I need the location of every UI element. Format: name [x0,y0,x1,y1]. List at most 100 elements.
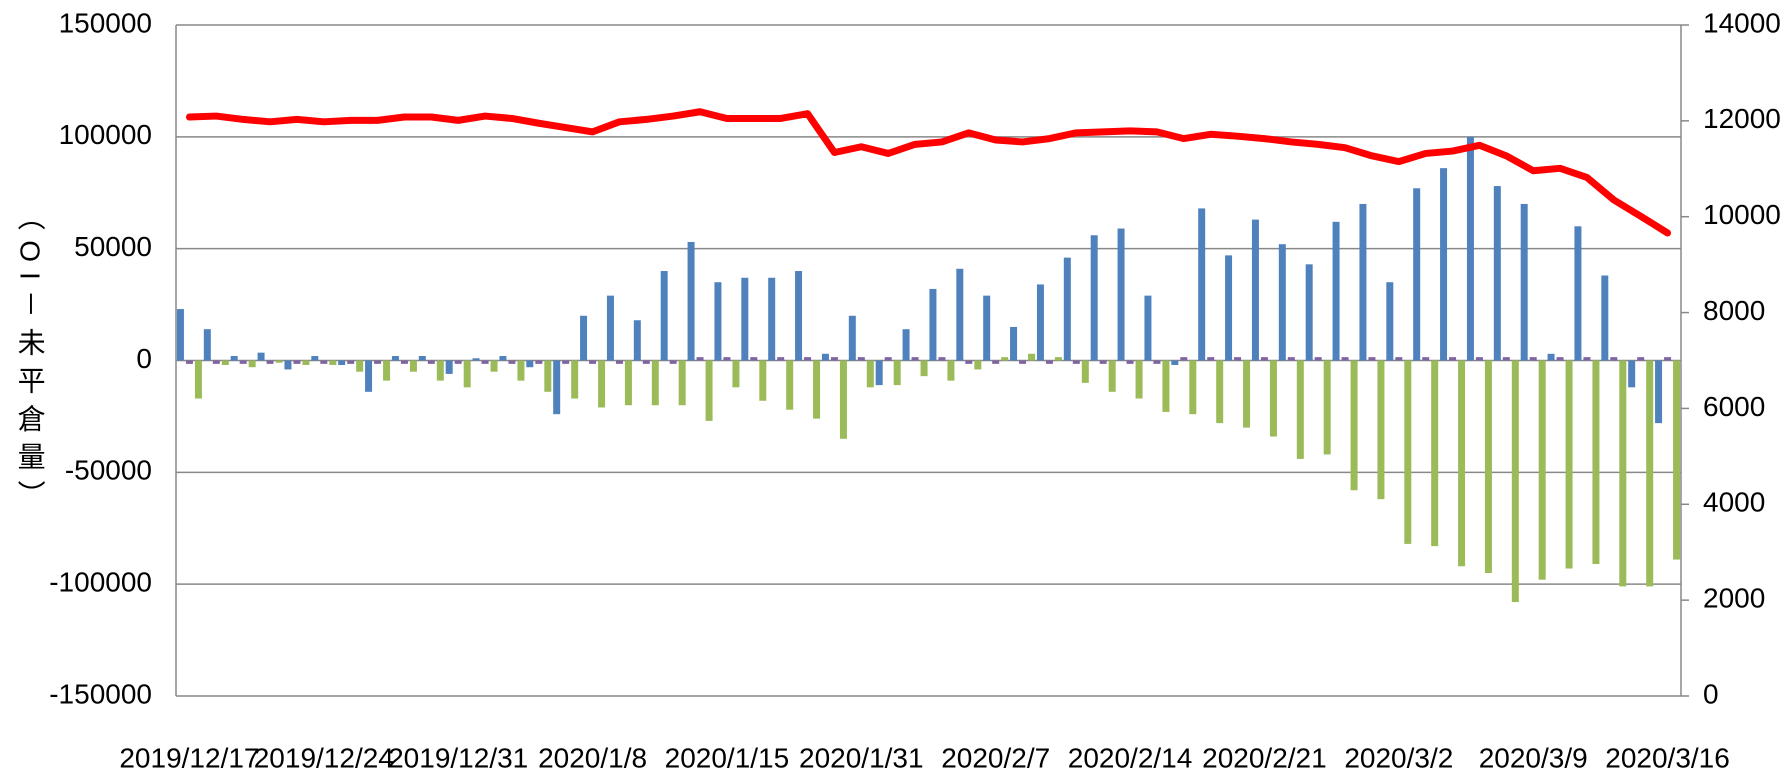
bar [606,295,614,361]
x-tick-label: 2020/2/14 [1068,742,1193,773]
bar [176,309,184,361]
bar [633,320,641,361]
y-tick-label: 50000 [74,231,152,262]
bar [1126,360,1134,364]
bar [284,360,292,370]
bar [1458,360,1466,567]
bar [830,357,838,361]
y2-tick-label: 2000 [1703,583,1765,614]
bar [929,288,937,361]
bar [786,360,794,410]
y2-tick-label: 12000 [1703,103,1781,134]
bar [535,360,543,364]
bar [1601,275,1609,361]
bar [741,277,749,361]
bar [1153,360,1161,364]
x-tick-label: 2020/2/21 [1202,742,1327,773]
y-tick-label: -150000 [49,678,152,709]
bar [508,360,516,364]
y2-tick-label: 8000 [1703,295,1765,326]
bar [400,360,408,364]
bar [1180,357,1188,361]
bar [212,360,220,364]
bar [759,360,767,401]
bar [821,353,829,361]
y2-tick-label: 14000 [1703,7,1781,38]
bar [544,360,552,392]
bar [311,356,319,361]
bar [517,360,525,381]
bar [383,360,391,381]
bar [1251,219,1259,361]
bar [1628,360,1636,388]
bar [418,356,426,361]
bar [1189,360,1197,415]
bar [938,357,946,361]
bar [409,360,417,372]
bar [221,360,229,365]
bar [1592,360,1600,565]
x-tick-label: 2020/1/31 [799,742,924,773]
bar [248,360,256,368]
bar [1269,360,1277,437]
bar [356,360,364,372]
bar [320,360,328,364]
bar [1547,353,1555,361]
bar [884,357,892,361]
bar [857,357,865,361]
x-tick-label: 2020/1/15 [665,742,790,773]
y2-tick-label: 10000 [1703,199,1781,230]
bar [1511,360,1519,603]
bar [1440,168,1448,361]
bar [427,360,435,364]
bar [553,360,561,415]
bar [1063,257,1071,361]
bar [1305,264,1313,361]
bar [1287,357,1295,361]
bar [1314,357,1322,361]
bar [1108,360,1116,392]
bar [1664,357,1672,361]
bar [669,360,677,364]
bar [893,360,901,386]
bar [1350,360,1358,491]
bar [1099,360,1107,364]
bar [436,360,444,381]
bar [714,282,722,361]
bar [974,360,982,370]
bar [1422,357,1430,361]
bar [1395,357,1403,361]
bar [1225,255,1233,361]
bar [1404,360,1412,544]
bar [705,360,713,421]
x-tick-label: 2020/2/7 [941,742,1050,773]
bar [651,360,659,406]
bar [1538,360,1546,580]
bar [1072,360,1080,364]
bar [1520,203,1528,361]
bar [1359,203,1367,361]
bar [983,295,991,361]
y-tick-label: -100000 [49,567,152,598]
bar [1466,136,1474,361]
bar [499,356,507,361]
bar [1198,208,1206,361]
bar [1341,357,1349,361]
bar [598,360,606,408]
bar [1565,360,1573,569]
bar [1502,357,1510,361]
x-tick-label: 2019/12/24 [254,742,394,773]
bar [239,360,247,364]
bar [1377,360,1385,500]
bar [723,357,731,361]
bar [1171,360,1179,365]
bar [1278,244,1286,361]
bar [804,357,812,361]
bar [580,315,588,361]
x-tick-label: 2019/12/31 [388,742,528,773]
bar [203,329,211,361]
y-tick-label: 150000 [59,7,152,38]
bar [1493,186,1501,361]
bar [1655,360,1663,424]
y2-tick-label: 6000 [1703,391,1765,422]
